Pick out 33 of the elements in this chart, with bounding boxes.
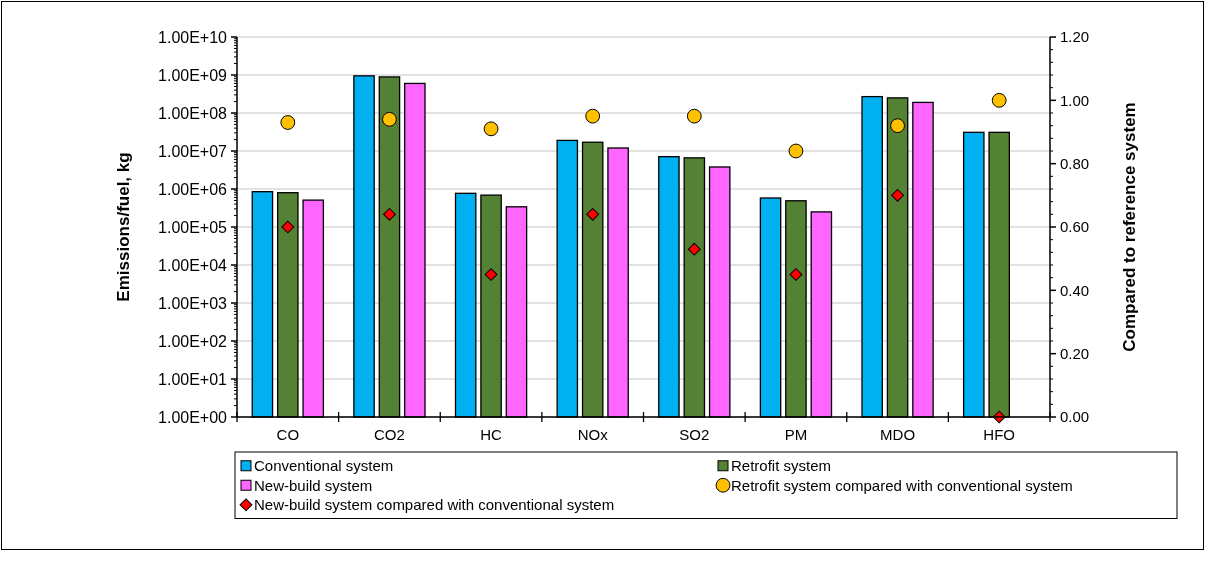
y-tick-label: 1.00E+07: [158, 142, 228, 160]
legend-label: Retrofit system compared with conventional system: [731, 476, 1073, 494]
y2-tick-label: 0.20: [1060, 344, 1090, 362]
y-tick-label: 1.00E+02: [158, 332, 228, 350]
x-tick-label: CO2: [374, 426, 405, 443]
x-tick-label: MDO: [880, 426, 916, 443]
y-tick-label: 1.00E+00: [158, 408, 228, 426]
y-axis-title: Emissions/fuel, kg: [114, 152, 133, 302]
x-tick-label: PM: [784, 426, 808, 443]
y-tick-label: 1.00E+06: [158, 180, 228, 198]
legend-label: Retrofit system: [731, 457, 832, 474]
y-tick-label: 1.00E+03: [158, 294, 228, 312]
x-tick-label: HC: [480, 426, 503, 443]
y-tick-label: 1.00E+01: [158, 370, 228, 388]
x-tick-label: CO: [276, 426, 300, 443]
y2-tick-label: 0.80: [1060, 154, 1090, 172]
x-tick-label: NOx: [577, 426, 609, 443]
legend-label: New-build system compared with conventional system: [254, 496, 615, 513]
y-tick-label: 1.00E+04: [158, 256, 228, 274]
y-tick-label: 1.00E+08: [158, 104, 228, 122]
y2-tick-label: 1.00: [1060, 91, 1090, 109]
y2-axis-title: Compared to reference system: [1120, 102, 1139, 352]
y-tick-label: 1.00E+10: [158, 28, 228, 46]
y-tick-label: 1.00E+09: [158, 66, 228, 84]
legend-label: New-build system: [254, 476, 373, 494]
legend-label: Conventional system: [254, 457, 394, 474]
y-tick-label: 1.00E+05: [158, 218, 228, 236]
y2-tick-label: 0.00: [1060, 408, 1090, 426]
x-tick-label: SO2: [679, 426, 710, 443]
x-tick-label: HFO: [983, 426, 1016, 443]
y2-tick-label: 0.40: [1060, 281, 1090, 299]
y2-tick-label: 1.20: [1060, 28, 1090, 46]
y2-tick-label: 0.60: [1060, 218, 1090, 236]
